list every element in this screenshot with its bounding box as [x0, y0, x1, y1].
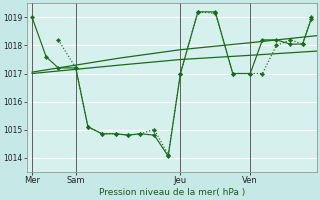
- X-axis label: Pression niveau de la mer( hPa ): Pression niveau de la mer( hPa ): [99, 188, 245, 197]
